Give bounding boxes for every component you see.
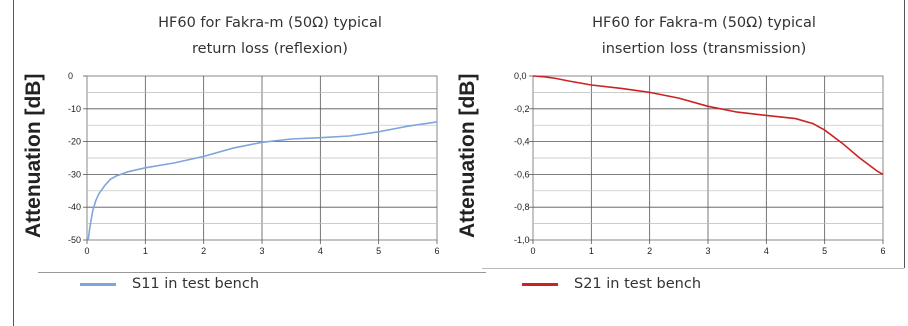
chart-return-loss: HF60 for Fakra-m (50Ω) typical return lo… <box>22 15 440 292</box>
x-tick-label: 3 <box>259 246 264 256</box>
x-tick-label: 5 <box>822 246 827 256</box>
legend-label: S11 in test bench <box>132 276 260 292</box>
frame-right-line <box>904 0 905 268</box>
x-tick-label: 6 <box>434 246 439 256</box>
y-tick-label: -1,0 <box>514 235 530 245</box>
x-tick-label: 2 <box>647 246 652 256</box>
x-tick-label: 4 <box>318 246 323 256</box>
chart-title-line1: HF60 for Fakra-m (50Ω) typical <box>592 15 816 31</box>
y-tick-label: -0,2 <box>514 104 530 114</box>
series-line <box>87 121 438 241</box>
frame-bottom-right-tick <box>482 268 904 269</box>
y-tick-label: -30 <box>68 169 81 179</box>
frame-left-line <box>13 0 14 326</box>
legend: S11 in test bench <box>80 276 259 292</box>
chart-title: HF60 for Fakra-m (50Ω) typical insertion… <box>514 10 894 62</box>
y-tick-label: -0,6 <box>514 169 530 179</box>
x-tick-label: 4 <box>764 246 769 256</box>
chart-insertion-loss: HF60 for Fakra-m (50Ω) typical insertion… <box>454 0 908 326</box>
x-tick-label: 0 <box>84 246 89 256</box>
y-tick-label: -50 <box>68 235 81 245</box>
x-tick-label: 1 <box>143 246 148 256</box>
y-tick-label: 0 <box>68 71 73 81</box>
x-tick-label: 6 <box>880 246 885 256</box>
legend: S21 in test bench <box>522 276 701 292</box>
chart-title-line2: return loss (reflexion) <box>192 41 348 57</box>
x-tick-label: 1 <box>589 246 594 256</box>
frame-divider-left <box>38 272 486 273</box>
y-tick-label: -20 <box>68 137 81 147</box>
x-tick-label: 3 <box>705 246 710 256</box>
plot-area: 0 1 2 3 4 5 6 0 -10 -20 -30 -40 -50 <box>68 71 440 256</box>
y-tick-label: 0,0 <box>514 71 527 81</box>
series-line <box>532 75 884 176</box>
x-tick-label: 2 <box>201 246 206 256</box>
chart-title-line1: HF60 for Fakra-m (50Ω) typical <box>158 15 382 31</box>
legend-swatch <box>522 282 558 286</box>
y-tick-label: -10 <box>68 104 81 114</box>
plot-area: 0 1 2 3 4 5 6 0,0 -0,2 -0,4 -0,6 -0,8 -1,0 <box>514 71 886 256</box>
legend-label: S21 in test bench <box>574 276 702 292</box>
legend-swatch <box>80 282 116 286</box>
x-tick-label: 0 <box>530 246 535 256</box>
y-tick-label: -40 <box>68 202 81 212</box>
chart-title: HF60 for Fakra-m (50Ω) typical return lo… <box>80 10 460 62</box>
y-tick-label: -0,8 <box>514 202 530 212</box>
chart-title-line2: insertion loss (transmission) <box>601 41 807 57</box>
x-tick-label: 5 <box>376 246 381 256</box>
y-tick-label: -0,4 <box>514 137 530 147</box>
